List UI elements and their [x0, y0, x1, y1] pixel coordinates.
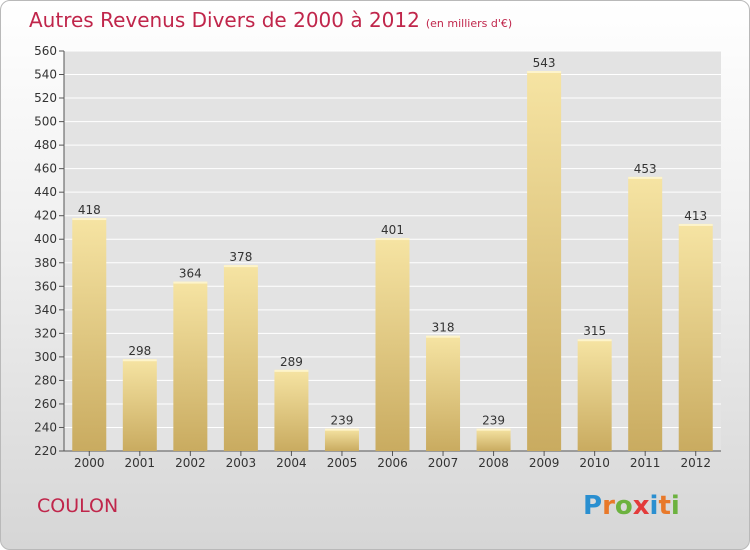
data-label: 298	[128, 344, 151, 358]
bar	[173, 281, 208, 451]
data-label: 364	[179, 267, 202, 281]
commune-name: COULON	[37, 495, 119, 517]
logo-letter: r	[602, 491, 615, 521]
bar-highlight	[375, 238, 410, 241]
chart-title: Autres Revenus Divers de 2000 à 2012 (en …	[29, 8, 512, 32]
bar	[678, 223, 713, 451]
data-label: 378	[229, 250, 252, 264]
x-tick-label: 2010	[579, 456, 610, 470]
bar	[527, 71, 562, 451]
y-tick-label: 480	[34, 138, 57, 152]
x-tick-label: 2001	[125, 456, 156, 470]
bar	[274, 369, 309, 451]
bar-highlight	[628, 176, 663, 179]
bar-highlight	[476, 428, 511, 431]
bar	[577, 339, 612, 451]
logo-letter: x	[632, 491, 650, 521]
bar-highlight	[577, 339, 612, 342]
data-label: 401	[381, 223, 404, 237]
y-tick-label: 520	[34, 91, 57, 105]
bar-highlight	[72, 218, 107, 221]
data-label: 239	[482, 414, 505, 428]
bar	[476, 428, 511, 451]
proxiti-logo: Proxiti	[583, 491, 680, 521]
data-label: 418	[78, 203, 101, 217]
bar	[628, 176, 663, 451]
logo-letter: o	[614, 491, 633, 521]
bar-highlight	[274, 369, 309, 372]
y-tick-label: 240	[34, 420, 57, 434]
x-tick-label: 2007	[428, 456, 459, 470]
logo-letter: i	[670, 491, 680, 521]
x-tick-label: 2011	[630, 456, 661, 470]
x-tick-label: 2000	[74, 456, 105, 470]
data-label: 413	[684, 209, 707, 223]
bar	[375, 238, 410, 451]
y-tick-label: 280	[34, 373, 57, 387]
y-tick-label: 340	[34, 303, 57, 317]
logo-letter: P	[583, 491, 603, 521]
y-tick-label: 560	[34, 44, 57, 58]
bar	[426, 335, 461, 451]
y-tick-label: 360	[34, 279, 57, 293]
bar-highlight	[426, 335, 461, 338]
x-tick-label: 2009	[529, 456, 560, 470]
chart-title-main: Autres Revenus Divers de 2000 à 2012	[29, 8, 420, 32]
bar-highlight	[527, 71, 562, 73]
y-tick-label: 540	[34, 68, 57, 82]
data-label: 543	[533, 56, 556, 70]
bar-highlight	[324, 428, 359, 431]
data-label: 318	[432, 321, 455, 335]
data-label: 239	[331, 414, 354, 428]
y-tick-label: 380	[34, 256, 57, 270]
data-label: 315	[583, 324, 606, 338]
bar	[72, 218, 107, 451]
chart-unit-note: (en milliers d'€)	[425, 17, 513, 30]
data-label: 453	[634, 162, 657, 176]
logo-letter: t	[658, 491, 671, 521]
x-tick-label: 2006	[377, 456, 408, 470]
x-tick-label: 2008	[478, 456, 509, 470]
y-tick-label: 440	[34, 185, 57, 199]
y-tick-label: 220	[34, 444, 57, 458]
y-tick-label: 460	[34, 162, 57, 176]
logo-letter: i	[649, 491, 659, 521]
bar	[122, 359, 157, 451]
y-tick-label: 320	[34, 326, 57, 340]
y-tick-label: 260	[34, 397, 57, 411]
bar-highlight	[678, 223, 713, 226]
x-tick-label: 2012	[680, 456, 711, 470]
y-tick-label: 500	[34, 115, 57, 129]
bar	[324, 428, 359, 451]
bar	[223, 265, 258, 451]
bar-highlight	[223, 265, 258, 268]
data-label: 289	[280, 355, 303, 369]
y-tick-label: 400	[34, 232, 57, 246]
y-tick-label: 420	[34, 209, 57, 223]
x-tick-label: 2003	[226, 456, 257, 470]
x-tick-label: 2004	[276, 456, 307, 470]
x-tick-label: 2002	[175, 456, 206, 470]
y-tick-label: 300	[34, 350, 57, 364]
bar-highlight	[122, 359, 157, 362]
x-tick-label: 2005	[327, 456, 358, 470]
bar-highlight	[173, 281, 208, 284]
